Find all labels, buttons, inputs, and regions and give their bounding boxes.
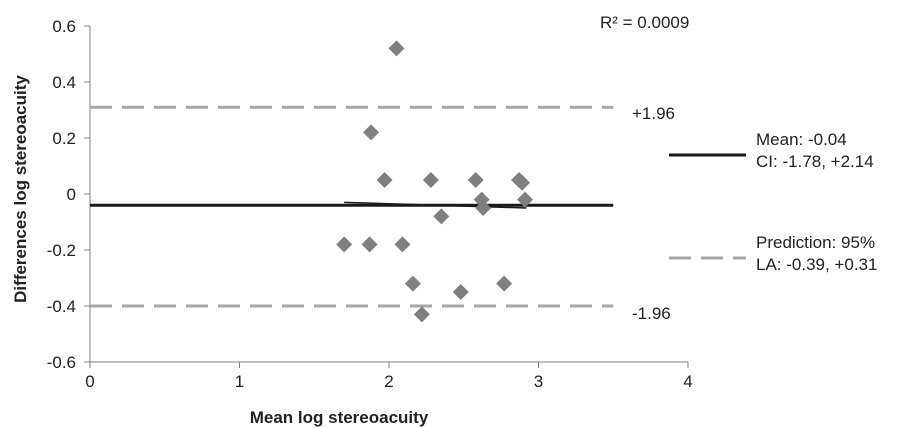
y-tick-label: 0 [67,185,76,204]
data-point [514,174,531,191]
data-point [475,200,492,216]
y-tick-label: 0.6 [52,17,76,36]
data-point [467,172,484,188]
axes: 0.6 0.4 0.2 0 -0.2 -0.4 -0.6 0 1 2 3 4 [47,17,693,391]
y-tick-label: 0.2 [52,129,76,148]
x-tick-label: 1 [235,372,244,391]
data-point [422,172,439,188]
r-squared-label: R² = 0.0009 [600,13,689,32]
data-point [452,284,469,300]
data-point [433,208,450,225]
y-tick-label: 0.4 [52,73,76,92]
x-axis-title: Mean log stereoacuity [250,408,429,427]
x-tick-label: 0 [85,372,94,391]
legend-prediction-line1: Prediction: 95% [756,233,875,252]
data-point [376,172,393,188]
legend-mean-line2: CI: -1.78, +2.14 [756,152,874,171]
upper-limit-label: +1.96 [632,104,675,123]
y-tick-label: -0.2 [47,241,76,260]
data-point [361,236,378,253]
data-point [496,275,513,292]
data-points [336,40,534,323]
data-point [336,236,353,253]
data-point [363,124,380,141]
data-point [404,275,421,292]
y-tick-label: -0.4 [47,297,76,316]
data-point [394,236,411,253]
reference-lines [90,105,614,308]
data-point [388,40,405,57]
y-axis-title: Differences log stereoacuity [11,75,30,303]
legend-mean-line1: Mean: -0.04 [756,130,847,149]
legend-prediction-line2: LA: -0.39, +0.31 [756,255,877,274]
data-point [413,306,430,323]
data-point [517,191,534,208]
lower-limit-label: -1.96 [632,304,671,323]
x-tick-label: 4 [683,372,692,391]
y-tick-label: -0.6 [47,353,76,372]
x-tick-label: 2 [384,372,393,391]
x-tick-label: 3 [534,372,543,391]
regression-line [344,201,527,209]
